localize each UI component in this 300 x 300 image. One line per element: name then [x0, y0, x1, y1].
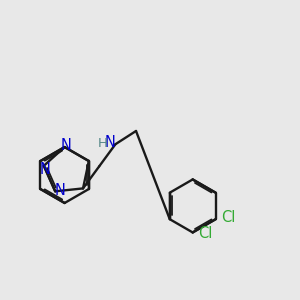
Text: N: N — [40, 162, 51, 177]
Text: Cl: Cl — [221, 210, 235, 225]
Text: H: H — [98, 137, 108, 150]
Text: Cl: Cl — [198, 226, 212, 241]
Text: N: N — [61, 138, 71, 153]
Text: N: N — [55, 183, 66, 198]
Text: N: N — [105, 135, 116, 150]
